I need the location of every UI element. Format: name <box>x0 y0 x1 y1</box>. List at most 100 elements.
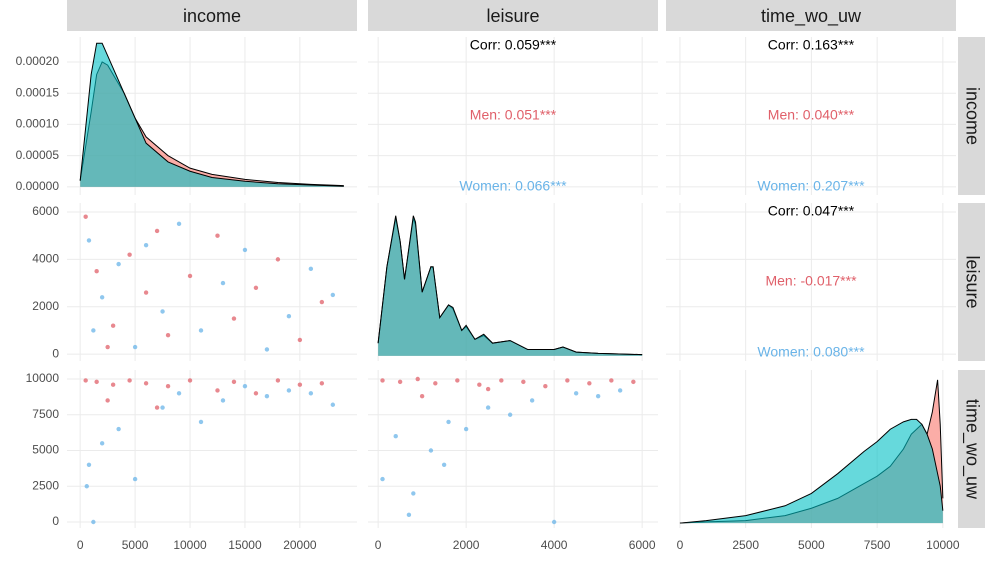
x-tick-label: 4000 <box>541 538 568 552</box>
x-tick-label: 10000 <box>926 538 960 552</box>
corr-label: Women: 0.066*** <box>459 178 567 194</box>
point <box>264 347 270 352</box>
y-tick-label: 0.00015 <box>16 85 60 99</box>
point <box>477 382 482 387</box>
corr-label: Corr: 0.163*** <box>768 37 855 53</box>
y-tick-label: 0 <box>52 346 59 360</box>
point <box>143 242 149 248</box>
point <box>587 381 592 386</box>
point <box>165 383 171 389</box>
point <box>84 484 89 489</box>
point <box>187 273 193 279</box>
point <box>187 378 193 383</box>
x-tick-label: 10000 <box>173 538 207 552</box>
x-tick-label: 5000 <box>122 538 149 552</box>
y-tick-label: 4000 <box>32 252 59 266</box>
density-line <box>377 215 643 356</box>
point <box>507 412 513 417</box>
point <box>297 382 303 387</box>
point <box>154 405 160 410</box>
point <box>110 382 116 387</box>
point <box>264 393 270 399</box>
density-area <box>80 43 344 187</box>
point <box>198 419 204 425</box>
y-tick-label: 0.00010 <box>16 117 60 131</box>
point <box>242 247 248 253</box>
point <box>330 292 336 298</box>
point <box>485 386 491 392</box>
corr-label: Corr: 0.059*** <box>470 37 557 53</box>
point <box>521 379 526 385</box>
point <box>551 519 557 525</box>
point <box>231 379 237 385</box>
corr-label: Men: -0.017*** <box>765 273 857 289</box>
x-tick-label: 0 <box>375 538 382 552</box>
point <box>110 323 116 328</box>
x-tick-label: 6000 <box>629 538 656 552</box>
point <box>242 383 248 389</box>
point <box>160 309 165 314</box>
point <box>127 252 132 257</box>
point <box>393 434 398 439</box>
point <box>116 426 121 432</box>
row-strip <box>958 37 985 195</box>
point <box>415 376 420 382</box>
point <box>446 419 451 425</box>
point <box>91 519 96 525</box>
point <box>143 381 149 386</box>
point <box>573 391 579 396</box>
point <box>433 381 438 386</box>
point <box>94 269 99 274</box>
column-strip-label: income <box>183 6 241 26</box>
y-tick-label: 0.00005 <box>16 148 60 162</box>
point <box>105 398 110 403</box>
corr-label: Men: 0.040*** <box>768 107 855 123</box>
point <box>297 337 303 343</box>
point <box>275 257 281 262</box>
point <box>86 238 92 243</box>
x-tick-label: 15000 <box>228 538 262 552</box>
point <box>198 328 204 333</box>
x-tick-label: 7500 <box>864 538 891 552</box>
point <box>132 344 138 350</box>
point <box>220 398 226 403</box>
point <box>319 299 325 305</box>
point <box>411 491 416 496</box>
point <box>286 314 292 319</box>
point <box>617 388 623 393</box>
point <box>99 295 105 300</box>
point <box>428 448 434 453</box>
point <box>380 476 385 482</box>
x-tick-label: 2000 <box>453 538 480 552</box>
point <box>330 402 336 407</box>
point <box>132 476 138 482</box>
point <box>499 378 504 383</box>
point <box>380 378 385 383</box>
y-tick-label: 10000 <box>26 371 60 385</box>
column-strip-label: time_wo_uw <box>761 6 862 27</box>
x-tick-label: 0 <box>677 538 684 552</box>
point <box>406 512 412 518</box>
density-area <box>679 419 943 524</box>
column-strip <box>67 0 357 31</box>
point <box>127 378 132 383</box>
y-tick-label: 0 <box>52 514 59 528</box>
y-tick-label: 2000 <box>32 299 59 313</box>
point <box>463 426 469 432</box>
row-strip-label: time_wo_uw <box>961 399 982 500</box>
row-strip <box>958 203 985 361</box>
corr-label: Women: 0.207*** <box>757 178 865 194</box>
point <box>154 228 160 234</box>
point <box>116 261 121 267</box>
point <box>215 388 220 393</box>
x-tick-label: 20000 <box>283 538 317 552</box>
y-tick-label: 7500 <box>32 407 59 421</box>
point <box>308 266 314 272</box>
column-strip <box>666 0 956 31</box>
point <box>105 344 110 350</box>
row-strip <box>958 370 985 528</box>
point <box>253 391 259 396</box>
point <box>441 462 447 467</box>
density-area <box>378 215 643 356</box>
